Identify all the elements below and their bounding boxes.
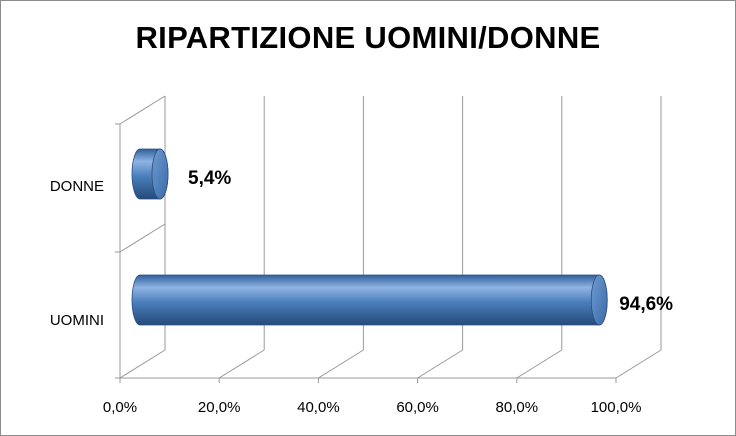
category-label: DONNE <box>50 178 104 195</box>
chart-title: RIPARTIZIONE UOMINI/DONNE <box>135 20 601 55</box>
data-label: 5,4% <box>188 168 231 189</box>
x-tick-label: 40,0% <box>297 399 340 416</box>
x-tick-label: 0,0% <box>103 399 137 416</box>
wall-top-edge <box>119 95 166 125</box>
x-tick-label: 60,0% <box>396 399 439 416</box>
floor-gridline <box>318 349 364 379</box>
floor-gridline <box>218 349 265 379</box>
floor-gridline <box>417 349 463 379</box>
category-label: UOMINI <box>50 312 104 329</box>
data-label: 94,6% <box>619 294 673 315</box>
floor-gridline <box>615 349 662 379</box>
bar-cap <box>590 274 608 326</box>
bar-donne <box>131 148 169 200</box>
x-tick-label: 100,0% <box>591 399 642 416</box>
x-tick-label: 20,0% <box>198 399 241 416</box>
bar-cap <box>151 148 169 200</box>
labels: 0,0% 20,0% 40,0% 60,0% 80,0% 100,0% DONNE 5,4% U… <box>50 168 673 416</box>
x-tick-label: 80,0% <box>496 399 539 416</box>
bars <box>131 148 608 326</box>
category-divider <box>119 223 166 253</box>
floor-gridline <box>516 349 563 379</box>
floor-gridline <box>119 349 166 379</box>
grid <box>115 95 662 383</box>
bar-uomini <box>131 274 608 326</box>
bar-body <box>131 274 608 326</box>
